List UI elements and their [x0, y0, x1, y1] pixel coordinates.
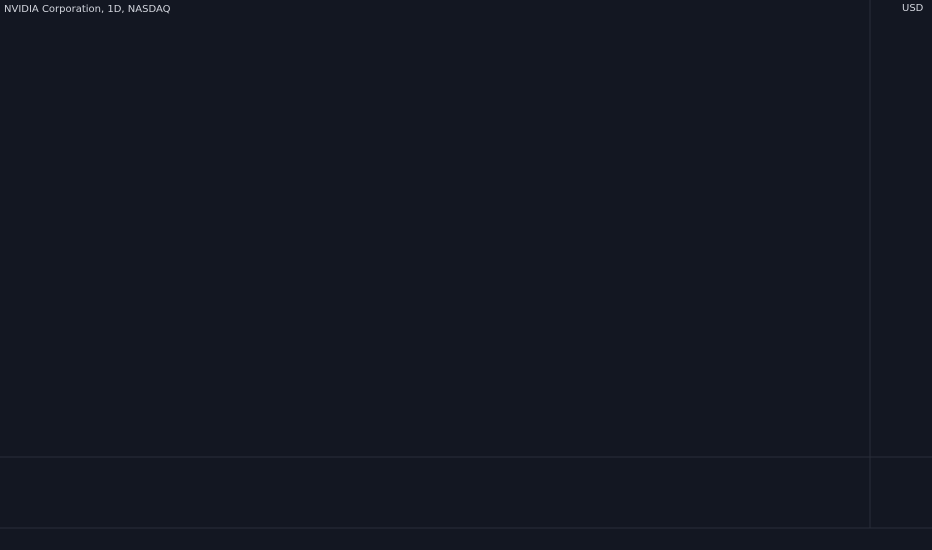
legend: NVIDIA Corporation, 1D, NASDAQ: [4, 4, 171, 15]
chart-title: NVIDIA Corporation, 1D, NASDAQ: [4, 4, 171, 15]
currency: USD: [902, 3, 924, 14]
